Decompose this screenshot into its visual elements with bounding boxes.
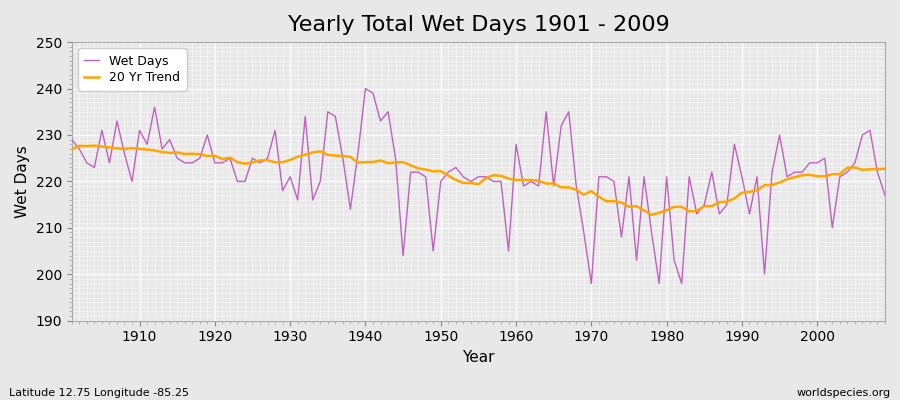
Title: Yearly Total Wet Days 1901 - 2009: Yearly Total Wet Days 1901 - 2009: [287, 15, 670, 35]
Text: worldspecies.org: worldspecies.org: [796, 388, 891, 398]
20 Yr Trend: [518, 178, 529, 182]
20 Yr Trend: [608, 199, 619, 204]
20 Yr Trend: [510, 178, 521, 182]
20 Yr Trend: [89, 143, 100, 148]
Y-axis label: Wet Days: Wet Days: [15, 145, 30, 218]
Line: 20 Yr Trend: 20 Yr Trend: [72, 146, 885, 215]
20 Yr Trend: [67, 147, 77, 152]
Text: Latitude 12.75 Longitude -85.25: Latitude 12.75 Longitude -85.25: [9, 388, 189, 398]
Wet Days: [510, 142, 521, 147]
Wet Days: [338, 156, 348, 160]
X-axis label: Year: Year: [462, 350, 495, 365]
Legend: Wet Days, 20 Yr Trend: Wet Days, 20 Yr Trend: [78, 48, 186, 91]
Wet Days: [879, 193, 890, 198]
Wet Days: [586, 281, 597, 286]
Wet Days: [518, 184, 529, 188]
20 Yr Trend: [134, 146, 145, 151]
Wet Days: [292, 198, 303, 202]
Wet Days: [127, 179, 138, 184]
Wet Days: [67, 137, 77, 142]
20 Yr Trend: [646, 212, 657, 217]
Wet Days: [360, 86, 371, 91]
20 Yr Trend: [300, 152, 310, 157]
Wet Days: [616, 235, 627, 240]
20 Yr Trend: [345, 154, 356, 159]
20 Yr Trend: [879, 166, 890, 171]
Line: Wet Days: Wet Days: [72, 88, 885, 284]
